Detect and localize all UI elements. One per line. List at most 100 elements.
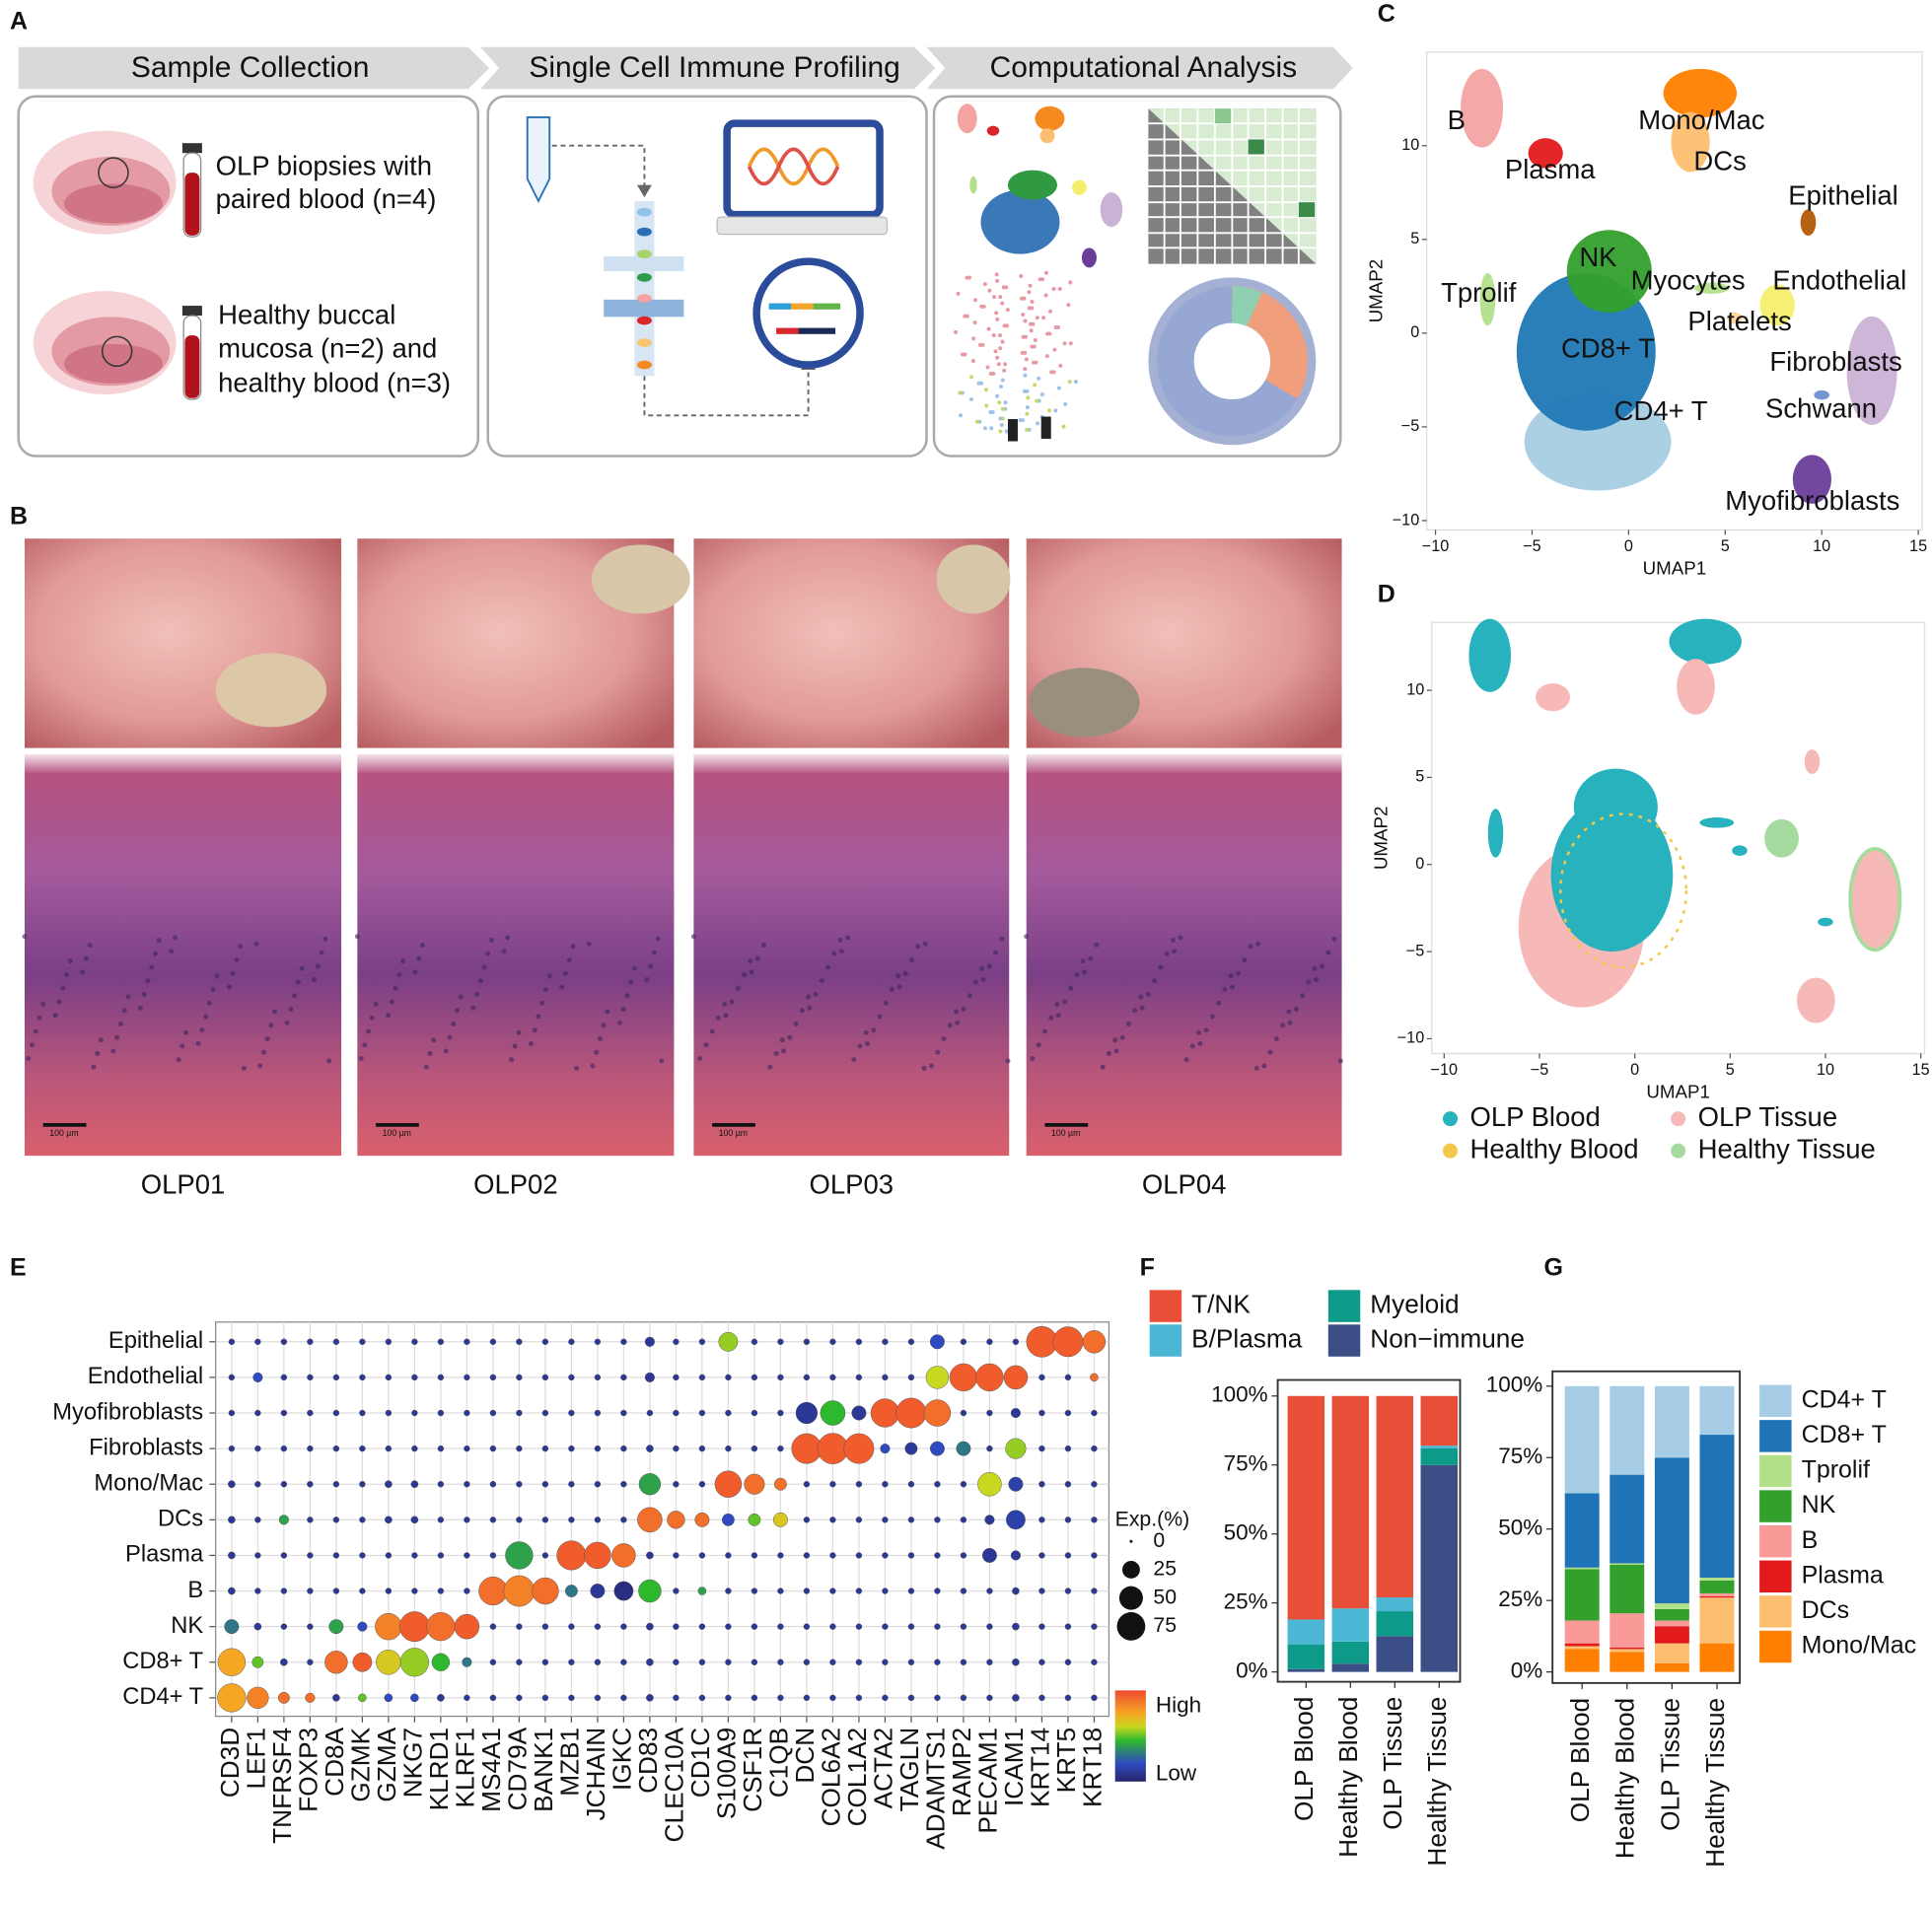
panel-label: A [10, 7, 28, 35]
volcano-dot [1018, 418, 1023, 423]
dot [398, 1611, 430, 1643]
nucleus [644, 976, 650, 982]
gene-label: KRT14 [1025, 1728, 1054, 1807]
dot [803, 1480, 811, 1488]
volcano-dot [982, 282, 987, 287]
nucleus [1248, 944, 1253, 950]
dot [698, 1409, 706, 1417]
bar-segment [1610, 1613, 1645, 1648]
legend-label: B [1802, 1526, 1819, 1554]
dot [673, 1658, 680, 1665]
dot [1038, 1623, 1045, 1630]
dot [568, 1517, 575, 1523]
dot [725, 1694, 732, 1702]
nucleus [819, 978, 824, 984]
nucleus [451, 1021, 457, 1026]
nucleus [1300, 993, 1306, 999]
dot [217, 1683, 247, 1713]
legend-dot [1443, 1143, 1458, 1159]
dot [278, 1515, 289, 1525]
nucleus [477, 978, 483, 984]
volcano-dot [979, 304, 984, 309]
dot [986, 1445, 993, 1452]
nucleus [1054, 1001, 1060, 1007]
dot [426, 1612, 456, 1642]
nucleus [458, 994, 464, 1000]
nucleus [559, 984, 565, 990]
dot [620, 1338, 627, 1346]
row-label: Epithelial [108, 1328, 203, 1354]
dot [1064, 1552, 1072, 1559]
dot [960, 1517, 967, 1523]
nucleus [787, 1034, 793, 1040]
gene-label: COL6A2 [816, 1728, 845, 1827]
volcano-dot [1005, 308, 1010, 313]
y-tick-label: 5 [1410, 230, 1419, 247]
volcano-dot [1073, 380, 1078, 385]
dot [454, 1613, 480, 1640]
nucleus [1081, 969, 1087, 975]
volcano-dot [1019, 273, 1024, 278]
nucleus [299, 965, 305, 971]
dot [960, 1552, 967, 1559]
volcano-dot [1052, 347, 1057, 352]
dot [254, 1338, 261, 1346]
dot [751, 1658, 758, 1665]
dot [437, 1338, 445, 1346]
bar-segment [1610, 1649, 1645, 1653]
nucleus [999, 936, 1005, 942]
volcano-dot [968, 397, 973, 402]
nucleus [532, 1027, 537, 1033]
dot [829, 1374, 836, 1381]
nucleus [172, 935, 178, 941]
volcano-dot [987, 288, 992, 293]
dot [411, 1409, 418, 1417]
nucleus [508, 1057, 514, 1063]
dot [1006, 1510, 1026, 1530]
size-key [1116, 1612, 1146, 1641]
volcano-dot [1043, 270, 1048, 275]
nucleus [125, 994, 131, 1000]
dot [777, 1694, 784, 1702]
bar-segment [1376, 1597, 1414, 1612]
dot [332, 1445, 340, 1452]
nucleus [767, 1064, 773, 1070]
y-tick-label: 0 [1415, 855, 1424, 873]
dot [1012, 1338, 1020, 1346]
nucleus [156, 938, 162, 944]
dot [489, 1480, 497, 1488]
volcano-dot [998, 295, 1003, 300]
dot [1010, 1550, 1022, 1561]
dot [1064, 1623, 1072, 1630]
bar-segment [1564, 1493, 1600, 1568]
volcano-dot [969, 375, 974, 380]
nucleus [972, 979, 978, 985]
nucleus [149, 964, 155, 970]
gene-label: LEF1 [241, 1728, 270, 1790]
volcano-dot [995, 317, 1000, 321]
dot [217, 1648, 247, 1676]
volcano-dot [999, 385, 1004, 389]
dot [594, 1517, 602, 1523]
dot [725, 1552, 732, 1559]
bar-segment [1331, 1608, 1370, 1642]
nucleus [735, 985, 741, 991]
dot [1091, 1658, 1098, 1665]
dot [568, 1445, 575, 1452]
dot [437, 1694, 445, 1702]
dot [503, 1575, 536, 1607]
nucleus [427, 1050, 433, 1056]
dot [584, 1541, 611, 1570]
row-label: NK [171, 1613, 203, 1639]
dot [437, 1374, 445, 1381]
dot [829, 1338, 836, 1346]
bar-segment [1287, 1619, 1325, 1645]
dot [228, 1480, 236, 1489]
dot [277, 1691, 290, 1704]
scale-bar-label: 100 µm [49, 1128, 78, 1138]
nucleus [1138, 994, 1144, 1000]
dot [1038, 1374, 1045, 1381]
volcano-dot [959, 413, 964, 418]
sample-label: OLP03 [810, 1169, 894, 1200]
dot [410, 1480, 419, 1489]
